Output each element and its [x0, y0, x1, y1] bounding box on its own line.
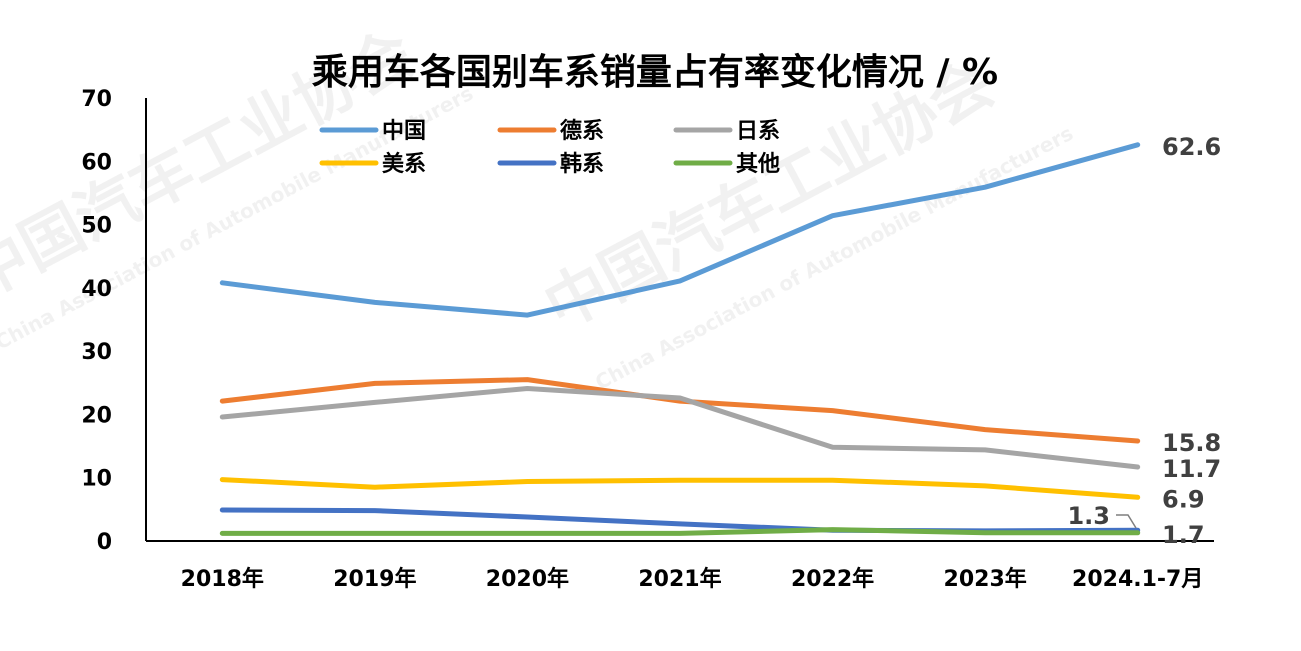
y-tick-label: 60: [81, 150, 112, 175]
legend-label: 德系: [560, 118, 604, 144]
legend-item-5: 其他: [673, 152, 780, 177]
legend-label: 中国: [382, 119, 426, 144]
series-layer: [219, 142, 1141, 536]
y-tick-label: 20: [81, 403, 112, 428]
axes-layer: 0 10 20 30 40 50 60 70 2018年 2019年 2020年 2021年 2022年…: [81, 87, 1214, 592]
series-line-2: [219, 386, 1141, 470]
x-tick-label: 2024.1-7月: [1072, 567, 1203, 592]
y-tick-label: 0: [97, 530, 112, 555]
end-label-3: 6.9: [1162, 485, 1205, 513]
series-line-5: [219, 527, 1141, 536]
series-line-4: [219, 507, 1141, 534]
legend-label: 韩系: [560, 151, 604, 177]
end-label-5: 1.3: [1067, 502, 1110, 530]
y-tick-label: 50: [81, 214, 112, 239]
legend-item-4: 韩系: [497, 151, 604, 177]
label-leader-line: [1116, 514, 1137, 529]
x-tick-label: 2019年: [333, 566, 416, 592]
end-label-4: 1.7: [1162, 521, 1205, 549]
x-tick-label: 2018年: [181, 566, 264, 592]
series-line-0: [219, 142, 1141, 318]
series-line-3: [219, 477, 1141, 500]
legend-item-0: 中国: [319, 119, 426, 144]
x-tick-label: 2022年: [791, 566, 874, 592]
legend-item-3: 美系: [319, 151, 426, 177]
end-label-0: 62.6: [1162, 133, 1221, 161]
y-tick-label: 40: [81, 277, 112, 302]
legend-item-1: 德系: [497, 118, 604, 144]
x-tick-label: 2021年: [638, 566, 721, 592]
data-labels: 62.6 15.811.76.9 1.7 1.3: [1067, 133, 1221, 549]
y-tick-label: 30: [81, 340, 112, 365]
end-label-1: 15.8: [1162, 429, 1221, 457]
legend-label: 日系: [736, 119, 780, 144]
end-label-2: 11.7: [1162, 455, 1221, 483]
legend-item-2: 日系: [673, 119, 780, 144]
chart-title: 乘用车各国别车系销量占有率变化情况 / %: [312, 51, 998, 93]
y-tick-label: 70: [81, 87, 112, 112]
legend-label: 美系: [382, 151, 426, 177]
x-tick-label: 2023年: [944, 566, 1027, 592]
y-tick-label: 10: [81, 467, 112, 492]
legend-label: 其他: [736, 152, 780, 177]
x-tick-label: 2020年: [486, 566, 569, 592]
series-line-1: [219, 377, 1141, 444]
